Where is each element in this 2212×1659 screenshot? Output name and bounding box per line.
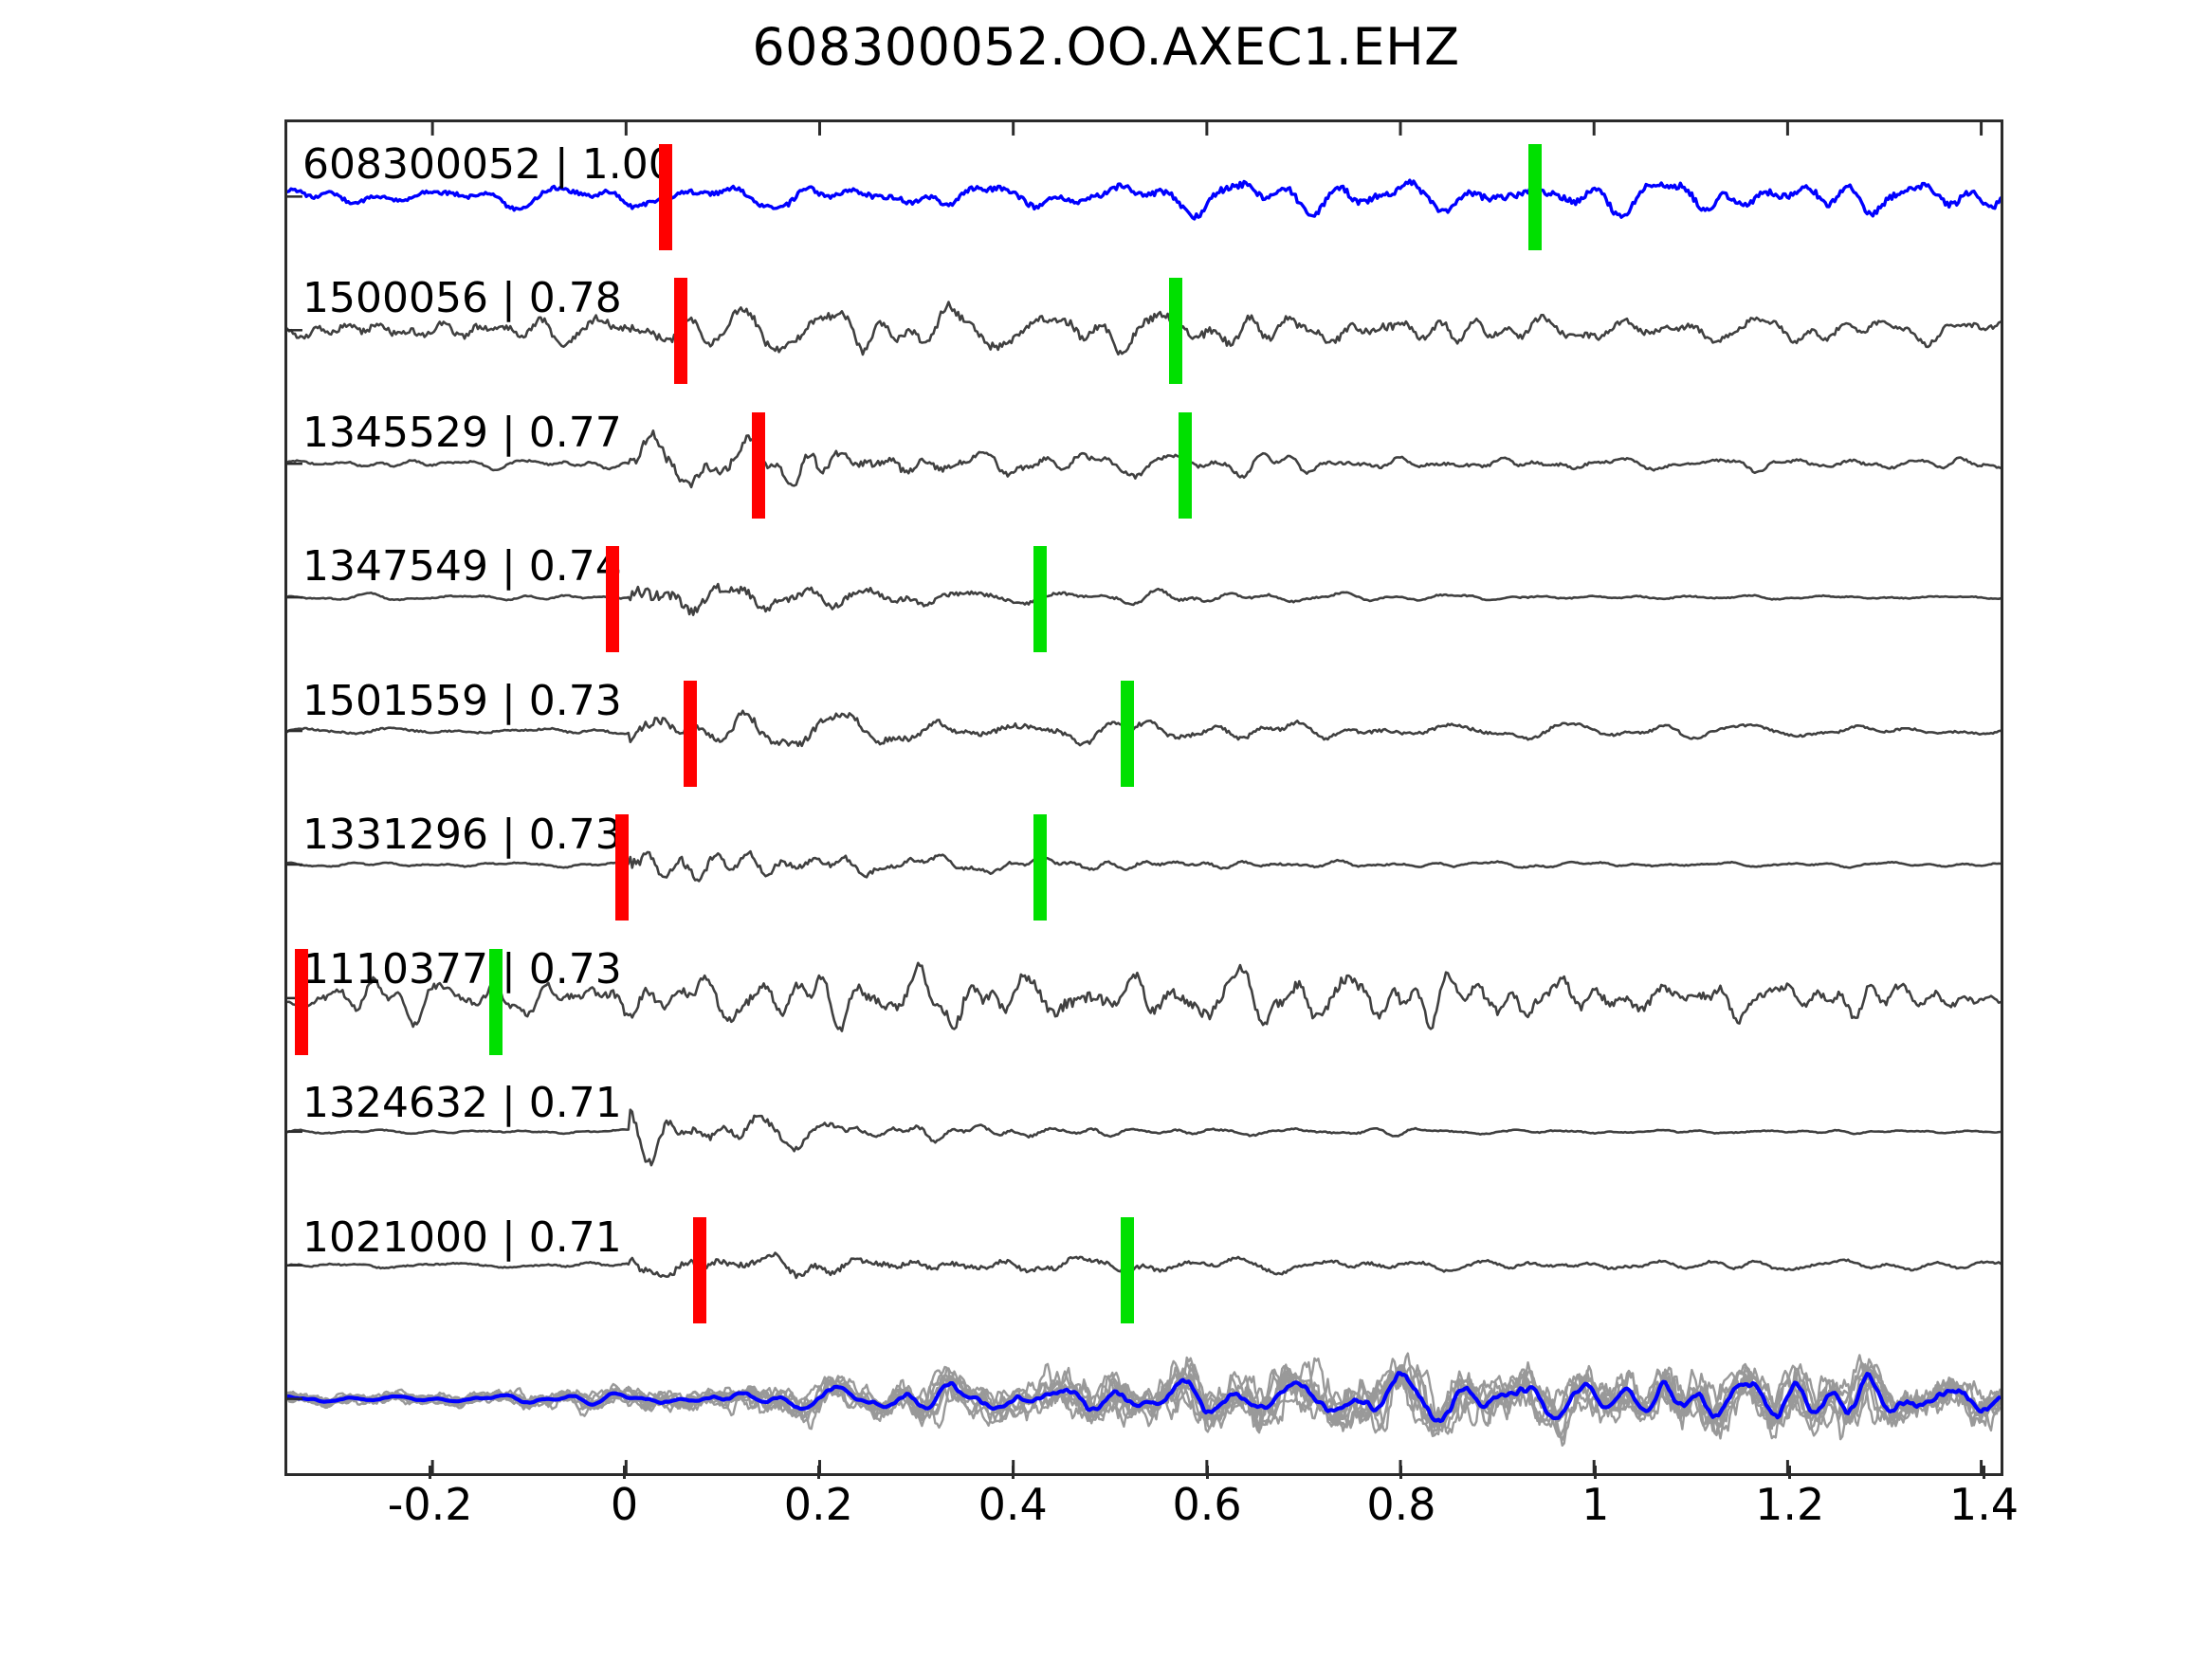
waveform-trace <box>287 1108 2001 1167</box>
waveform-trace <box>287 961 2001 1032</box>
s-pick-marker <box>1169 278 1183 385</box>
x-tick-mark <box>1205 1466 1209 1479</box>
waveform-trace <box>287 178 2001 221</box>
p-pick-marker <box>295 948 309 1055</box>
waveform-plot <box>287 122 2001 1473</box>
x-tick-mark <box>1594 1466 1598 1479</box>
x-tick-mark <box>429 1466 432 1479</box>
waveform-trace <box>287 301 2001 356</box>
s-pick-marker <box>1033 546 1047 653</box>
waveform-trace <box>287 429 2001 489</box>
x-tick-label: 0.8 <box>1366 1479 1436 1530</box>
waveform-trace <box>287 582 2001 616</box>
x-tick-mark <box>623 1466 626 1479</box>
x-axis-ticks: -0.2 0 0.2 0.4 0.6 0.8 1 1.2 1.4 <box>284 1466 2019 1564</box>
waveform-trace <box>287 1251 2001 1280</box>
p-pick-marker <box>673 278 687 385</box>
stacked-trace <box>287 1371 2001 1424</box>
x-tick-label: -0.2 <box>387 1479 473 1530</box>
s-pick-marker <box>1528 143 1543 250</box>
x-tick-mark <box>1011 1466 1015 1479</box>
x-tick-mark <box>1399 1466 1403 1479</box>
p-pick-marker <box>751 411 765 519</box>
x-tick-mark <box>1983 1466 1985 1479</box>
waveform-trace <box>287 709 2001 748</box>
x-tick-label: 0 <box>610 1479 639 1530</box>
x-tick-mark <box>1788 1466 1792 1479</box>
s-pick-marker <box>1179 411 1193 519</box>
x-tick-label: 0.6 <box>1172 1479 1242 1530</box>
s-pick-marker <box>1033 814 1047 921</box>
p-pick-marker <box>693 1216 707 1323</box>
s-pick-marker <box>1121 1216 1134 1323</box>
p-pick-marker <box>659 143 673 250</box>
waveform-trace <box>287 849 2001 883</box>
x-tick-label: 1.2 <box>1755 1479 1825 1530</box>
p-pick-marker <box>615 814 630 921</box>
p-pick-marker <box>606 546 620 653</box>
x-tick-label: 0.2 <box>783 1479 853 1530</box>
s-pick-marker <box>489 948 503 1055</box>
s-pick-marker <box>1121 680 1134 787</box>
page-title: 608300052.OO.AXEC1.EHZ <box>752 17 1460 77</box>
x-tick-label: 1 <box>1581 1479 1610 1530</box>
x-tick-label: 1.4 <box>1948 1479 2020 1530</box>
x-tick-label: 0.4 <box>978 1479 1048 1530</box>
x-tick-mark <box>816 1466 820 1479</box>
p-pick-marker <box>684 680 698 787</box>
waveform-axes: 608300052 | 1.00 1500056 | 0.78 1345529 | … <box>284 119 2003 1476</box>
